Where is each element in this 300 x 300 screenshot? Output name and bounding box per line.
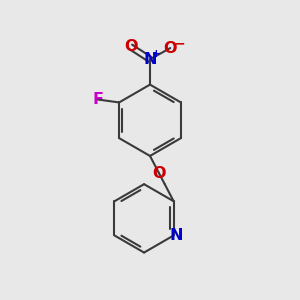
Text: F: F	[92, 92, 103, 107]
Text: N: N	[143, 52, 157, 67]
Text: O: O	[152, 166, 166, 181]
Text: O: O	[124, 39, 137, 54]
Text: O: O	[164, 40, 177, 56]
Text: N: N	[169, 228, 183, 243]
Text: +: +	[152, 49, 161, 59]
Text: −: −	[173, 37, 185, 51]
